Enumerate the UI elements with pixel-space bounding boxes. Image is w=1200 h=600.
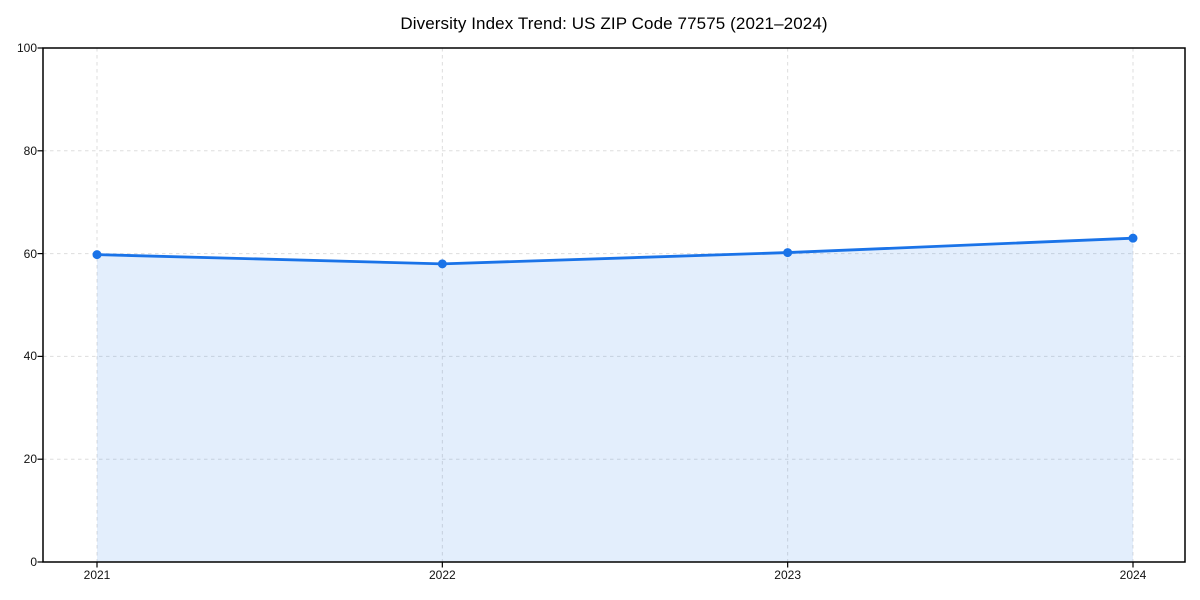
y-tick-label: 60: [23, 246, 37, 261]
y-tick-label: 80: [23, 143, 37, 158]
plot-frame: [42, 47, 1186, 563]
x-tick-label: 2024: [1119, 568, 1147, 582]
series-layer: [92, 233, 1138, 562]
area-fill: [97, 238, 1133, 562]
data-point-2024: [1128, 233, 1138, 243]
chart-title: Diversity Index Trend: US ZIP Code 77575…: [400, 14, 828, 33]
x-tick-label: 2023: [774, 568, 801, 582]
trend-line: [95, 236, 1135, 266]
x-tick-label: 2021: [83, 568, 111, 582]
x-tick-label: 2022: [428, 568, 456, 582]
axis-layer: [37, 47, 1186, 568]
y-tick-label: 0: [30, 555, 37, 569]
y-tick-label: 40: [23, 349, 37, 364]
data-point-2023: [783, 248, 793, 258]
data-point-2021: [92, 250, 102, 260]
y-tick-label: 100: [16, 41, 37, 55]
data-point-2022: [437, 259, 447, 269]
y-tick-label: 20: [23, 452, 37, 467]
grid-layer: [43, 48, 1185, 562]
